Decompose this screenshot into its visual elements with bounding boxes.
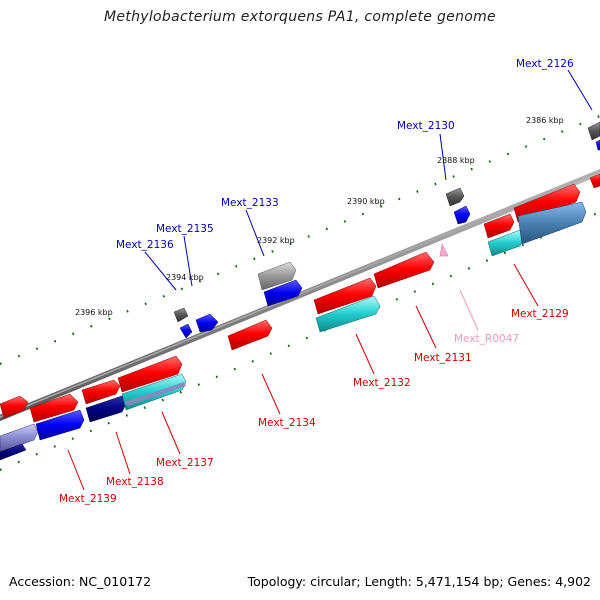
- gene-lane2-navy-far[interactable]: [0, 443, 27, 461]
- gene-mext-2131-gene[interactable]: [373, 251, 435, 289]
- gene-label: Mext_2138: [106, 476, 164, 488]
- gene-mext-2132-red[interactable]: [313, 277, 377, 315]
- gene-label: Mext_2129: [511, 308, 569, 320]
- gene-lane2-blue[interactable]: [35, 409, 85, 441]
- gene-mext-r0047-rna[interactable]: [439, 243, 449, 257]
- gene-mext-2139[interactable]: [0, 395, 29, 419]
- scale-label: 2394 kbp: [166, 273, 204, 282]
- gene-mext-2130-gene[interactable]: [445, 187, 471, 225]
- gene-lane2-purple[interactable]: [0, 423, 39, 453]
- label-leader-lines: [67, 69, 593, 491]
- gene-label: Mext_2137: [156, 457, 214, 469]
- gene-mext-2126-gene[interactable]: [587, 121, 600, 151]
- scale-label: 2388 kbp: [437, 156, 475, 165]
- gene-mext-2138-red[interactable]: [29, 393, 79, 423]
- gene-mext-2136-gene[interactable]: [179, 323, 193, 339]
- scale-label: 2392 kbp: [257, 236, 295, 245]
- gene-mext-2129-steel[interactable]: [517, 201, 587, 245]
- gene-label: Mext_2135: [156, 223, 214, 235]
- gene-mext-2129-red[interactable]: [483, 173, 600, 239]
- gene-label: Mext_R0047: [454, 333, 519, 345]
- gene-label: Mext_2134: [258, 417, 316, 429]
- scale-labels: 2396 kbp 2394 kbp 2392 kbp 2390 kbp 2388…: [75, 116, 564, 317]
- accession-text: Accession: NC_010172: [9, 574, 152, 589]
- gene-label: Mext_2130: [397, 120, 455, 132]
- gene-mext-2137-cyan[interactable]: [121, 373, 187, 411]
- gene-lane2-navy[interactable]: [85, 395, 127, 423]
- gene-mext-2135-gene[interactable]: [173, 307, 219, 333]
- scale-label: 2386 kbp: [526, 116, 564, 125]
- gene-mext-2133-gene[interactable]: [257, 261, 303, 307]
- gene-label: Mext_2132: [353, 377, 411, 389]
- gene-label: Mext_2133: [221, 197, 279, 209]
- gene-mext-2136-red[interactable]: [117, 355, 183, 393]
- gene-labels[interactable]: Mext_2126 Mext_2130 Mext_2133 Mext_2135 …: [59, 58, 574, 505]
- gene-mext-2132-cyan[interactable]: [315, 295, 381, 333]
- gene-mext-2134-gene[interactable]: [227, 319, 273, 351]
- gene-mext-2137-red[interactable]: [81, 379, 121, 405]
- gene-label: Mext_2139: [59, 493, 117, 505]
- gene-label: Mext_2136: [116, 239, 174, 251]
- gene-label: Mext_2131: [414, 352, 472, 364]
- gene-label: Mext_2126: [516, 58, 574, 70]
- genome-backbone: [0, 168, 600, 422]
- map-title: Methylobacterium extorquens PA1, complet…: [104, 9, 496, 25]
- scale-label: 2396 kbp: [75, 308, 113, 317]
- scale-label: 2390 kbp: [347, 197, 385, 206]
- genome-summary-text: Topology: circular; Length: 5,471,154 bp…: [247, 574, 591, 589]
